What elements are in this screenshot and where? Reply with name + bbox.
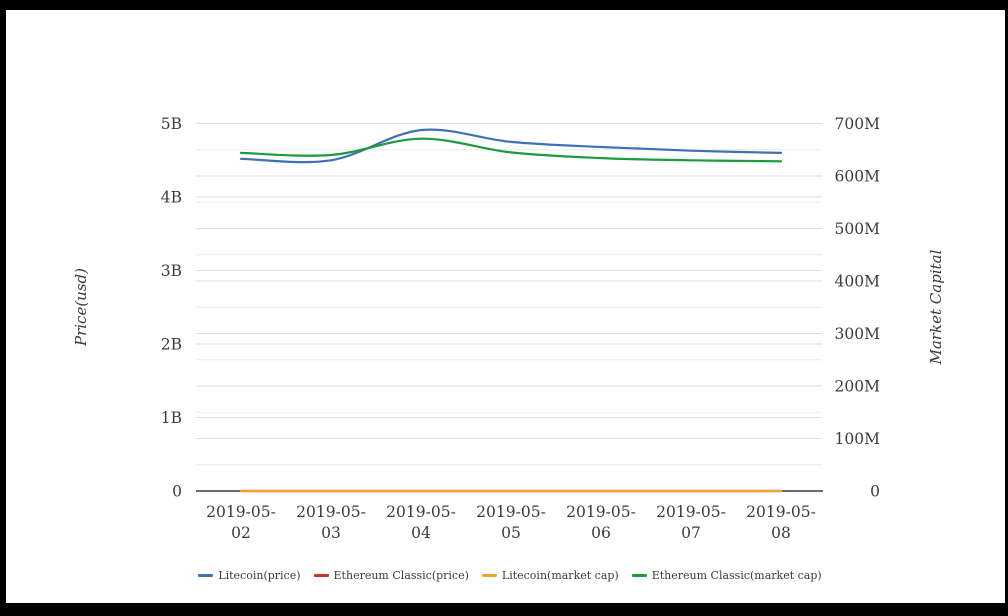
legend-item-ethereum-classic-market-cap: Ethereum Classic(market cap) [631,568,822,582]
gridlines-minor [196,149,822,466]
x-axis-tick-label-line1: 2019-05- [656,503,726,521]
legend-label: Ethereum Classic(price) [333,568,469,582]
x-axis-tick-label-line1: 2019-05- [296,503,366,521]
legend-swatch-icon [631,573,647,577]
right-axis-tick-label: 200M [835,378,881,396]
legend-item-ethereum-classic-price: Ethereum Classic(price) [313,568,469,582]
left-axis-title: Price(usd) [72,268,90,347]
right-axis-title: Market Capital [927,249,945,365]
x-axis-tick-label-line1: 2019-05- [566,503,636,521]
left-axis-tick-labels: 0 1B 2B 3B 4B 5B [161,115,182,501]
x-axis-tick-label-line1: 2019-05- [746,503,816,521]
legend: Litecoin(price) Ethereum Classic(price) Li… [196,566,824,584]
x-axis-tick-label-line1: 2019-05- [476,503,546,521]
x-axis-tick-label-line2: 07 [681,524,701,542]
x-axis-tick-label-line1: 2019-05- [386,503,456,521]
legend-swatch-icon [481,573,497,577]
x-axis-tick-label-line2: 06 [591,524,611,542]
x-axis-tick-label-line2: 03 [321,524,341,542]
legend-label: Ethereum Classic(market cap) [651,568,822,582]
left-axis-tick-label: 2B [161,336,182,354]
x-axis-tick-labels: 2019-05- 02 2019-05- 03 2019-05- 04 2019-05- 05… [206,503,816,542]
chart-canvas: 0 1B 2B 3B 4B 5B 0 100M 200M 300M 400M 500M 600M 700… [6,10,1005,603]
x-axis-tick-label-line1: 2019-05- [206,503,276,521]
x-axis-tick-label-line2: 05 [501,524,521,542]
series-lines [239,128,783,493]
x-axis-tick-label-line2: 08 [771,524,791,542]
right-axis-tick-label: 600M [835,168,881,186]
legend-label: Litecoin(price) [218,568,301,582]
left-axis-tick-label: 3B [161,262,182,280]
x-axis-tick-label-line2: 02 [231,524,251,542]
right-axis-tick-label: 300M [835,325,881,343]
line-ethereum-classic-market-cap [239,137,783,163]
left-axis-tick-label: 5B [161,115,182,133]
legend-swatch-icon [313,573,329,577]
right-axis-tick-label: 100M [835,430,881,448]
right-axis-tick-labels: 0 100M 200M 300M 400M 500M 600M 700M [835,115,881,501]
left-axis-tick-label: 0 [172,483,182,501]
legend-item-litecoin-market-cap: Litecoin(market cap) [481,568,619,582]
gridlines-major [196,123,822,439]
right-axis-tick-label: 400M [835,273,881,291]
legend-item-litecoin-price: Litecoin(price) [198,568,301,582]
right-axis-tick-label: 0 [870,483,880,501]
line-litecoin-price [239,128,783,164]
x-axis-tick-label-line2: 04 [411,524,431,542]
right-axis-tick-label: 700M [835,115,881,133]
dual-axis-line-chart: 0 1B 2B 3B 4B 5B 0 100M 200M 300M 400M 500M 600M 700… [72,115,945,542]
legend-swatch-icon [198,573,214,577]
right-axis-tick-label: 500M [835,220,881,238]
left-axis-tick-label: 1B [161,409,182,427]
legend-label: Litecoin(market cap) [501,568,619,582]
left-axis-tick-label: 4B [161,189,182,207]
